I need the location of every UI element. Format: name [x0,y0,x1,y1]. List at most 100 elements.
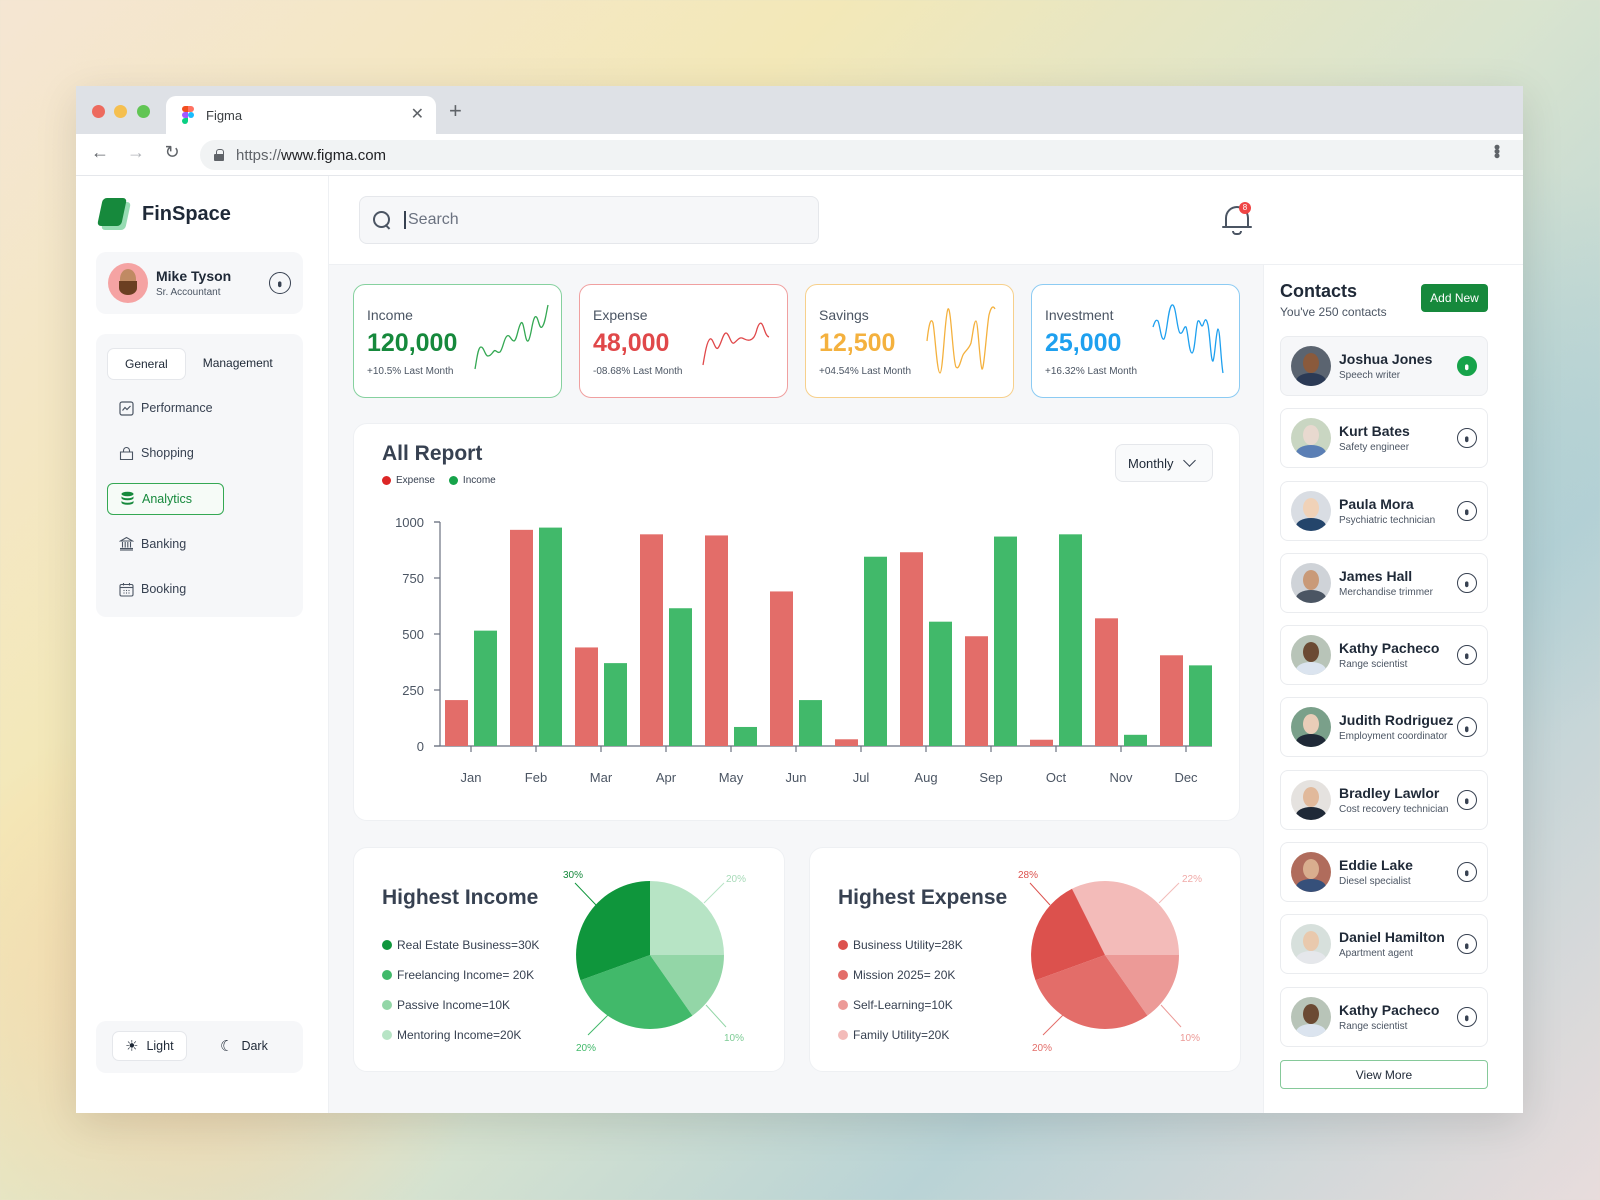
contact-more-button[interactable]: ••• [1457,1006,1477,1027]
close-window-button[interactable] [92,105,105,118]
sidebar-item-performance[interactable]: Performance [107,392,292,424]
profile-role: Sr. Accountant [156,287,221,298]
maximize-window-button[interactable] [137,105,150,118]
contact-more-button[interactable]: ••• [1457,934,1477,955]
contact-item[interactable]: Kathy Pacheco Range scientist ••• [1280,625,1488,686]
contact-more-button[interactable]: ••• [1457,789,1477,810]
contact-name: Paula Mora [1339,495,1414,512]
contact-more-button[interactable]: ••• [1457,356,1477,376]
contact-name: Kathy Pacheco [1339,1001,1440,1018]
contact-item[interactable]: Joshua Jones Speech writer ••• [1280,336,1488,396]
brand-logo[interactable]: FinSpace [96,196,231,232]
contact-name: Joshua Jones [1339,351,1433,367]
svg-text:20%: 20% [726,874,746,885]
avatar [1291,346,1331,386]
expense-dot-icon [382,476,391,485]
period-dropdown[interactable]: Monthly [1115,444,1213,482]
contact-item[interactable]: Judith Rodriguez Employment coordinator ••… [1280,697,1488,758]
view-more-button[interactable]: View More [1280,1060,1488,1089]
sidebar-item-analytics[interactable]: Analytics [107,482,224,515]
segment-management[interactable]: Management [202,356,273,370]
url-field[interactable]: https://www.figma.com [200,140,1523,170]
savings-sparkline-icon [926,306,996,374]
stat-card-investment[interactable]: Investment 25,000 +16.32% Last Month [1031,284,1240,398]
sidebar-item-shopping[interactable]: Shopping [107,437,292,469]
contact-item[interactable]: Paula Mora Psychiatric technician ••• [1280,480,1488,541]
forward-arrow-icon[interactable]: → [127,142,145,162]
browser-tab[interactable]: Figma ✕ [166,96,436,134]
stat-label: Savings [819,307,869,323]
contact-more-button[interactable]: ••• [1457,862,1477,883]
svg-text:Jul: Jul [853,770,870,785]
svg-text:1000: 1000 [395,515,424,530]
browser-menu-icon[interactable]: ••• [1487,144,1507,157]
sidebar-item-booking[interactable]: Booking [107,573,292,605]
period-value: Monthly [1128,455,1174,471]
contact-role: Psychiatric technician [1339,514,1436,526]
new-tab-button[interactable]: + [449,98,462,123]
main-area: 8 Income 120,000 +10.5% Last Month Expen… [329,176,1523,1113]
pie-legend: Real Estate Business=30K Freelancing Inc… [382,930,539,1050]
contact-item[interactable]: Daniel Hamilton Apartment agent ••• [1280,914,1488,975]
contact-more-button[interactable]: ••• [1457,645,1477,666]
investment-sparkline-icon [1152,304,1224,374]
chart-legend: Expense Income [382,475,510,486]
stat-card-income[interactable]: Income 120,000 +10.5% Last Month [353,284,562,398]
theme-toggle: ☀ Light ☾ Dark [96,1021,303,1073]
contact-role: Cost recovery technician [1339,803,1449,815]
notification-button[interactable]: 8 [1221,200,1255,240]
bar-chart: 0 250 500 750 1000 Jan Feb Mar Apr May Jun Jul Aug Se… [395,515,1212,785]
sidebar: FinSpace Mike Tyson Sr. Accountant ••• G… [76,176,329,1113]
sidebar-item-banking[interactable]: Banking [107,528,292,560]
contact-more-button[interactable]: ••• [1457,500,1477,521]
svg-text:10%: 10% [1180,1033,1200,1044]
contact-more-button[interactable]: ••• [1457,428,1477,449]
svg-text:28%: 28% [1018,870,1038,881]
close-tab-icon[interactable]: ✕ [410,106,424,123]
brand-name: FinSpace [142,202,231,225]
contact-item[interactable]: Kathy Pacheco Range scientist ••• [1280,986,1488,1047]
segment-general[interactable]: General [107,348,186,380]
minimize-window-button[interactable] [114,105,127,118]
light-theme-button[interactable]: ☀ Light [112,1031,187,1061]
dark-theme-button[interactable]: ☾ Dark [208,1031,280,1061]
menu-segment-control: General Management [107,348,290,380]
calendar-icon [119,582,134,597]
stat-value: 25,000 [1045,329,1122,357]
pie-title: Highest Expense [838,886,1008,909]
contact-more-button[interactable]: ••• [1457,717,1477,738]
legend-dot-icon [382,940,392,950]
contact-name: James Hall [1339,567,1413,584]
add-contact-button[interactable]: Add New [1421,284,1488,312]
svg-text:750: 750 [402,571,424,586]
address-bar: ← → ↻ https://www.figma.com ••• [76,134,1523,176]
contact-item[interactable]: Eddie Lake Diesel specialist ••• [1280,842,1488,903]
legend-dot-icon [382,970,392,980]
svg-text:Dec: Dec [1174,770,1198,785]
svg-text:Sep: Sep [979,770,1002,785]
expense-sparkline-icon [702,322,770,366]
svg-text:250: 250 [402,683,424,698]
sidebar-item-label: Banking [141,536,187,551]
sun-icon: ☀ [125,1038,139,1055]
svg-text:500: 500 [402,627,424,642]
contact-item[interactable]: James Hall Merchandise trimmer ••• [1280,552,1488,613]
contact-more-button[interactable]: ••• [1457,572,1477,593]
legend-dot-icon [382,1030,392,1040]
app: FinSpace Mike Tyson Sr. Accountant ••• G… [76,176,1523,1113]
tab-title: Figma [206,107,243,123]
contact-item[interactable]: Kurt Bates Safety engineer ••• [1280,408,1488,469]
stat-card-expense[interactable]: Expense 48,000 -08.68% Last Month [579,284,788,398]
avatar [1291,924,1331,965]
contact-name: Kathy Pacheco [1339,640,1440,657]
highest-income-card: Highest Income Real Estate Business=30K … [353,847,785,1072]
back-arrow-icon[interactable]: ← [91,142,109,162]
svg-text:Oct: Oct [1046,770,1067,785]
contact-item[interactable]: Bradley Lawlor Cost recovery technician ••… [1280,769,1488,830]
shopping-bag-icon [119,446,134,461]
profile-more-button[interactable]: ••• [269,272,291,294]
search-input[interactable] [404,211,784,229]
reload-icon[interactable]: ↻ [164,142,180,162]
stat-card-savings[interactable]: Savings 12,500 +04.54% Last Month [805,284,1014,398]
svg-text:Feb: Feb [525,770,547,785]
